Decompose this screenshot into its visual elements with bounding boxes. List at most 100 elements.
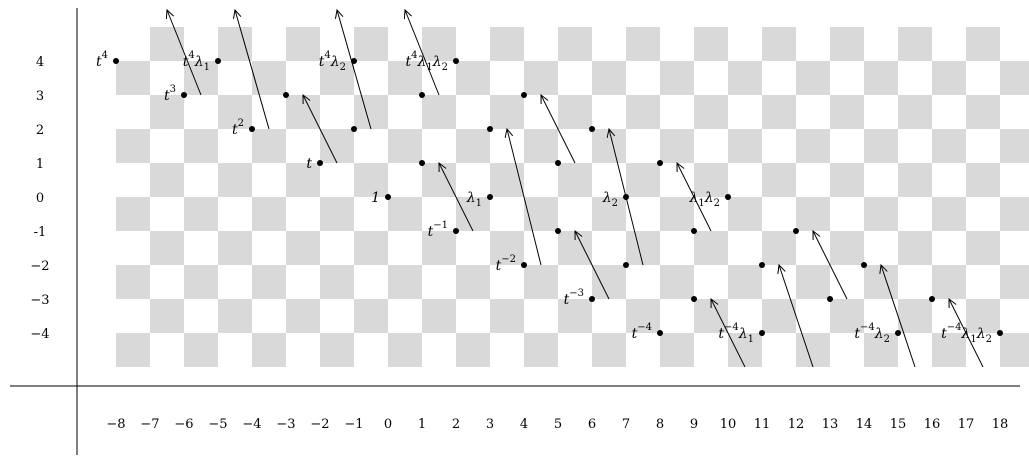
grid-cell <box>932 265 966 299</box>
grid-cell <box>864 197 898 231</box>
grid-cell <box>490 231 524 265</box>
grid-cell <box>592 265 626 299</box>
arrow-line <box>574 230 610 300</box>
lattice-point <box>113 58 119 64</box>
grid-cell <box>796 265 830 299</box>
grid-cell <box>694 27 728 61</box>
x-tick-label: −3 <box>276 417 295 432</box>
grid-cell <box>218 231 252 265</box>
grid-cell <box>626 95 660 129</box>
grid-cell <box>422 231 456 265</box>
grid-cell <box>1000 333 1029 367</box>
grid-cell <box>762 299 796 333</box>
grid-cell <box>184 197 218 231</box>
grid-cell <box>252 265 286 299</box>
lattice-point <box>657 160 663 166</box>
grid-cell <box>558 299 592 333</box>
lattice-point <box>487 194 493 200</box>
grid-cell <box>252 129 286 163</box>
arrow-head <box>948 297 957 309</box>
x-tick-label: 10 <box>720 417 737 432</box>
grid-cell <box>490 95 524 129</box>
point-label: t−4λ1 <box>718 322 754 345</box>
arrow-line <box>404 9 440 96</box>
grid-cell <box>558 27 592 61</box>
point-label: t−2 <box>496 254 516 274</box>
grid-cell <box>1000 197 1029 231</box>
arrow-line <box>506 128 542 266</box>
lattice-point <box>759 262 765 268</box>
arrow-head <box>676 161 685 173</box>
x-tick-label: 16 <box>924 417 941 432</box>
grid-cell <box>354 231 388 265</box>
arrow-head <box>540 93 549 105</box>
lattice-point <box>725 194 731 200</box>
grid-cell <box>456 265 490 299</box>
lattice-point <box>453 58 459 64</box>
grid-cell <box>184 265 218 299</box>
grid-cell <box>286 299 320 333</box>
x-tick-label: 6 <box>588 417 596 432</box>
grid-cell <box>150 231 184 265</box>
point-label: t2 <box>232 118 244 138</box>
grid-cell <box>796 197 830 231</box>
grid-cell <box>320 61 354 95</box>
grid-cell <box>626 299 660 333</box>
grid-cell <box>966 299 1000 333</box>
lattice-point <box>589 296 595 302</box>
x-tick-label: 13 <box>822 417 839 432</box>
y-tick-label: −2 <box>30 259 49 274</box>
grid-cell <box>660 197 694 231</box>
grid-cell <box>456 333 490 367</box>
grid-cell <box>422 27 456 61</box>
arrow-head <box>438 161 447 173</box>
grid-cell <box>660 129 694 163</box>
lattice-point <box>555 160 561 166</box>
arrow-line <box>948 298 984 368</box>
x-tick-label: −7 <box>140 417 159 432</box>
lattice-point <box>623 194 629 200</box>
point-label: t−3 <box>564 288 584 308</box>
lattice-point <box>589 126 595 132</box>
grid-cell <box>626 27 660 61</box>
arrow-line <box>234 9 270 130</box>
grid-cell <box>218 163 252 197</box>
point-label: t−1 <box>428 220 448 240</box>
lattice-point <box>929 296 935 302</box>
grid-cell <box>932 129 966 163</box>
point-label: t4λ2 <box>319 50 346 73</box>
lattice-point <box>181 92 187 98</box>
point-label: t3 <box>164 84 176 104</box>
grid-cell <box>762 231 796 265</box>
grid-cell <box>592 333 626 367</box>
grid-cell <box>830 27 864 61</box>
arrow-head <box>232 8 242 19</box>
arrow-line <box>710 298 746 368</box>
grid-cell <box>320 265 354 299</box>
points <box>113 58 1003 336</box>
lattice-point <box>419 92 425 98</box>
x-tick-label: 14 <box>856 417 873 432</box>
checkerboard-grid <box>116 27 1029 367</box>
grid-cell <box>864 129 898 163</box>
y-tick-label: 3 <box>36 89 44 104</box>
grid-cell <box>1000 61 1029 95</box>
grid-cell <box>320 129 354 163</box>
x-tick-label: −8 <box>106 417 125 432</box>
point-label: λ1 <box>466 190 482 209</box>
grid-cell <box>830 299 864 333</box>
arrow-line <box>166 9 202 96</box>
grid-cell <box>184 333 218 367</box>
arrow-line <box>336 9 372 130</box>
lattice-point <box>521 92 527 98</box>
arrow-head <box>777 263 786 274</box>
lattice-point <box>657 330 663 336</box>
x-tick-label: 7 <box>622 417 630 432</box>
x-tick-label: 0 <box>384 417 392 432</box>
grid-cell <box>388 265 422 299</box>
lattice-point <box>249 126 255 132</box>
lattice-point <box>555 228 561 234</box>
point-label: t <box>306 156 312 172</box>
arrow-head <box>710 297 719 309</box>
